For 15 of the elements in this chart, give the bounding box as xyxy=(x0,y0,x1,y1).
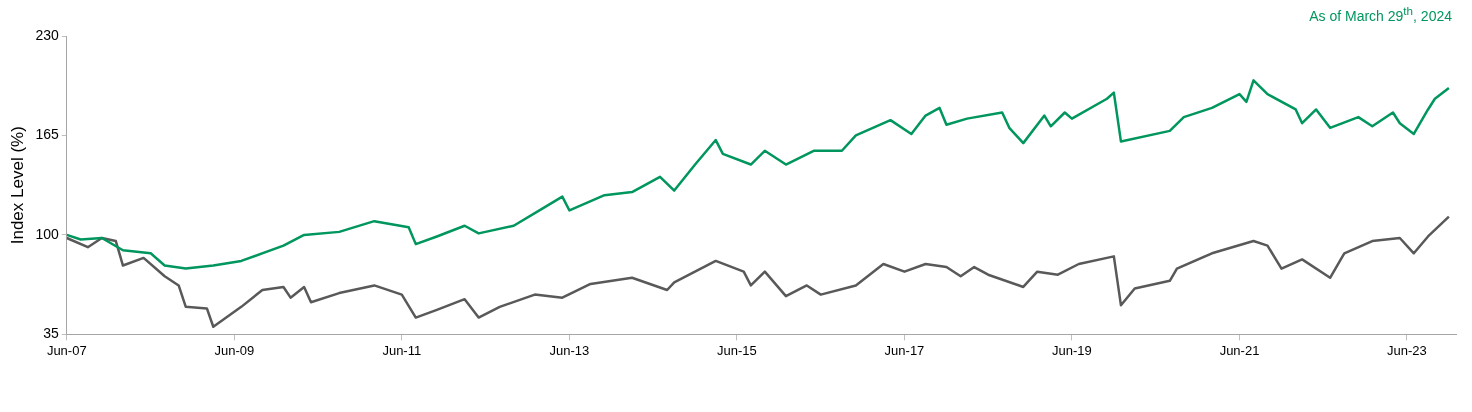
y-tick-label: 165 xyxy=(35,126,59,143)
x-tick-label: Jun-09 xyxy=(214,342,255,358)
y-tick-label: 35 xyxy=(43,325,59,342)
y-tick-label: 100 xyxy=(35,225,59,242)
x-tick-label: Jun-23 xyxy=(1387,342,1427,358)
x-tick-label: Jun-13 xyxy=(549,342,590,358)
y-tick-label: 230 xyxy=(35,26,59,43)
x-tick-label: Jun-21 xyxy=(1219,342,1260,358)
x-tick-label: Jun-11 xyxy=(382,342,422,358)
text: As of March 29$^{th}$, 2024 xyxy=(1309,4,1452,24)
x-tick-label: Jun-07 xyxy=(46,342,87,358)
x-tick-label: Jun-15 xyxy=(716,342,757,358)
x-tick-label: Jun-19 xyxy=(1052,342,1092,358)
y-axis-title: Index Level (%) xyxy=(7,126,27,245)
x-tick-label: Jun-17 xyxy=(884,342,925,358)
